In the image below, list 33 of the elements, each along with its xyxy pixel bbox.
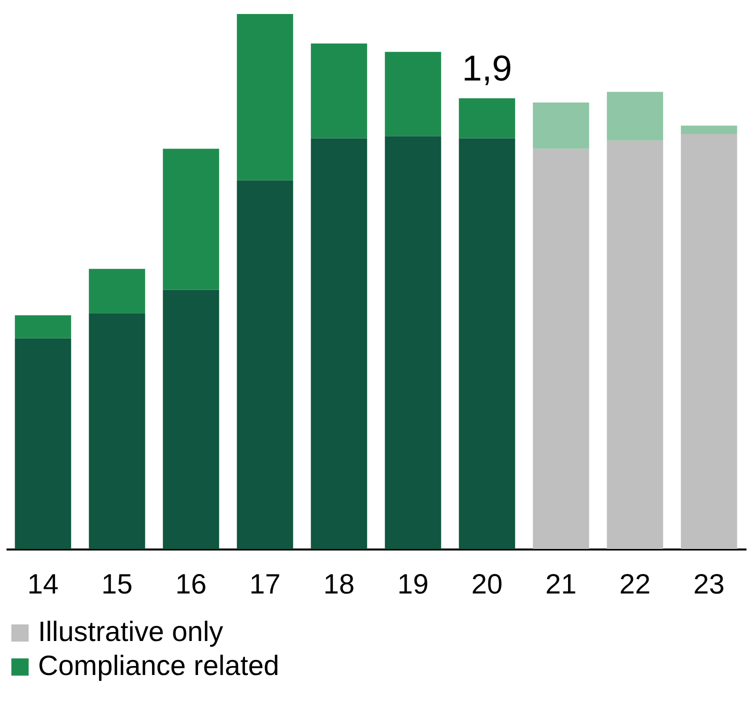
bar (532, 102, 590, 149)
x-tick-label: 16 (175, 568, 207, 600)
x-tick-label: 17 (249, 568, 281, 600)
bar (606, 92, 664, 140)
bar (532, 148, 590, 549)
bar (162, 290, 220, 549)
bar (680, 134, 738, 549)
x-tick-label: 23 (693, 568, 725, 600)
bar (606, 140, 664, 549)
x-tick-label: 19 (397, 568, 429, 600)
x-tick-label: 20 (471, 568, 503, 600)
bar (384, 136, 442, 549)
x-tick-label: 22 (619, 568, 651, 600)
bar (14, 338, 72, 549)
data-label: 1,9 (462, 47, 512, 88)
x-tick-label: 14 (27, 568, 59, 600)
legend-label: Compliance related (38, 650, 280, 681)
bar (680, 126, 738, 134)
bar (88, 268, 146, 314)
bar (310, 43, 368, 138)
bar (14, 315, 72, 338)
bar (236, 14, 294, 180)
bar (384, 52, 442, 136)
bar (162, 148, 220, 290)
bar (458, 98, 516, 138)
bar (310, 138, 368, 549)
x-tick-label: 18 (323, 568, 355, 600)
bar (458, 138, 516, 549)
x-tick-label: 21 (545, 568, 577, 600)
bar (88, 313, 146, 549)
x-tick-label: 15 (101, 568, 133, 600)
legend-label: Illustrative only (38, 616, 224, 647)
bar (236, 180, 294, 549)
